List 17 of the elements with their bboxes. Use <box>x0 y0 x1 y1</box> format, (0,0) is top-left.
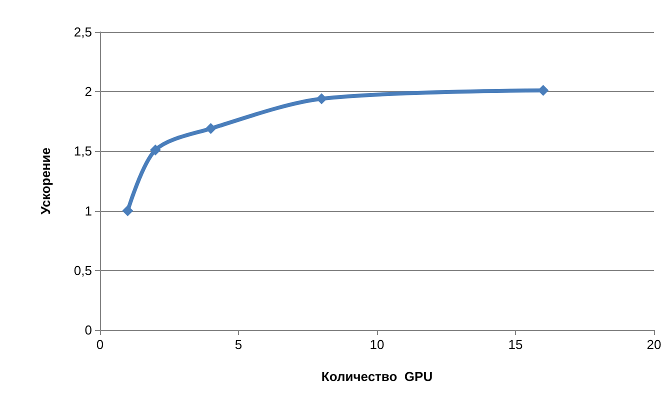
point <box>316 93 328 104</box>
point <box>122 205 134 216</box>
x-tick-label: 5 <box>234 337 242 352</box>
x-tick-label: 0 <box>96 337 104 352</box>
x-tick-label: 20 <box>646 337 662 352</box>
y-tick-label: 1,5 <box>74 144 92 159</box>
point <box>150 144 161 156</box>
x-tick-label: 15 <box>508 337 523 352</box>
y-tick-label: 2,5 <box>74 24 92 40</box>
y-tick-label: 0 <box>84 322 92 338</box>
y-axis-title: Ускорение <box>38 147 53 215</box>
y-tick-label: 2 <box>84 84 92 100</box>
x-axis-title: Количество GPU <box>321 369 433 384</box>
y-tick-label: 0,5 <box>74 262 92 278</box>
x-tick-label: 10 <box>370 337 384 352</box>
point <box>205 123 216 134</box>
y-tick-label: 1 <box>84 203 92 218</box>
